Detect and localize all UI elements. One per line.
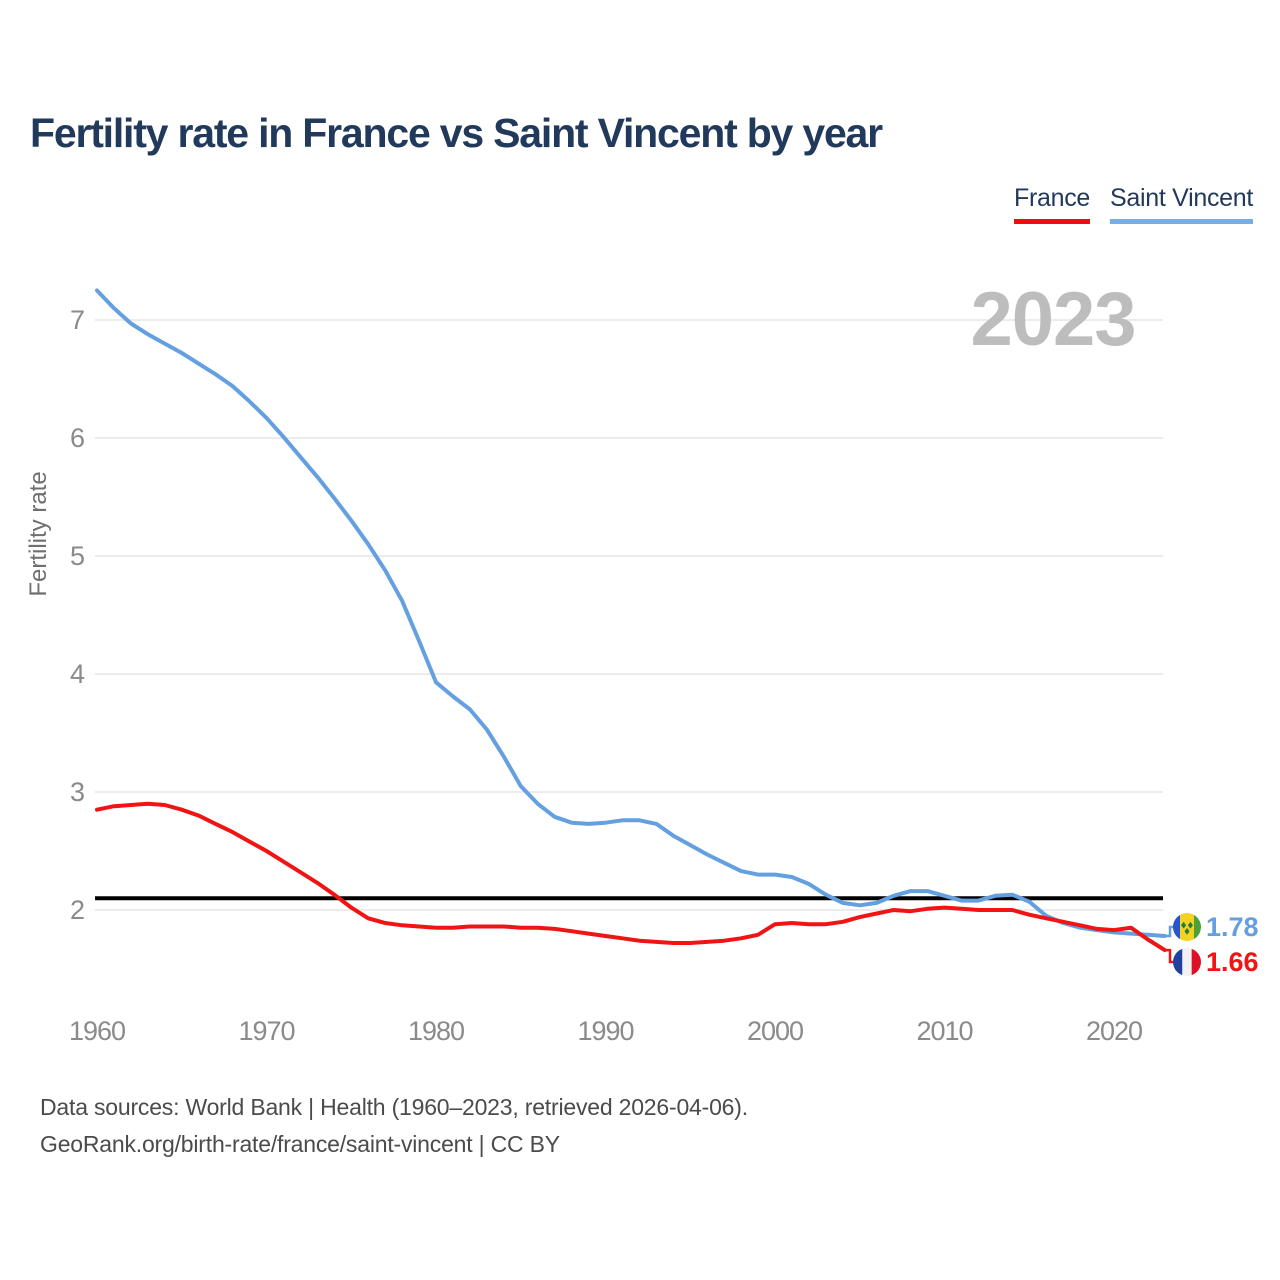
legend-label-france: France	[1014, 184, 1091, 212]
legend-label-saint-vincent: Saint Vincent	[1110, 184, 1253, 212]
flag-diamond	[1181, 921, 1187, 929]
x-tick-label: 1970	[238, 1016, 294, 1046]
gridlines: 2 3 4 5 6 7	[70, 305, 1163, 925]
y-tick-label: 6	[70, 423, 84, 453]
y-tick-label: 7	[70, 305, 84, 335]
y-tick-label: 3	[70, 777, 84, 807]
flag-band-green	[1194, 913, 1201, 941]
y-tick-label: 5	[70, 541, 84, 571]
chart-title: Fertility rate in France vs Saint Vincen…	[30, 110, 883, 156]
x-tick-label: 2020	[1086, 1016, 1142, 1046]
end-value-label-saint-vincent: 1.78	[1206, 912, 1259, 942]
end-connector-saint-vincent	[1164, 925, 1173, 938]
footer-url-line: GeoRank.org/birth-rate/france/saint-vinc…	[40, 1131, 560, 1157]
y-tick-label: 2	[70, 895, 84, 925]
legend-item-france[interactable]: France	[1014, 184, 1090, 224]
footer-source-line: Data sources: World Bank | Health (1960–…	[40, 1094, 748, 1120]
series-line-saint-vincent[interactable]	[95, 288, 1167, 938]
x-tick-label: 1990	[577, 1016, 633, 1046]
x-tick-label: 1960	[69, 1016, 125, 1046]
x-axis: 1960 1970 1980 1990 2000 2010 2020	[69, 1016, 1143, 1046]
flag-art	[1173, 948, 1201, 976]
watermark-year: 2023	[970, 277, 1135, 362]
y-axis-label: Fertility rate	[25, 471, 52, 596]
end-connector-france	[1164, 948, 1173, 964]
series-line-france[interactable]	[95, 801, 1167, 953]
saint-vincent-flag-icon	[1173, 913, 1201, 941]
legend: France Saint Vincent	[1014, 184, 1253, 224]
flag-band-blue	[1173, 948, 1183, 976]
flag-band-red	[1191, 948, 1201, 976]
footer: Data sources: World Bank | Health (1960–…	[40, 1089, 748, 1163]
flag-diamond	[1184, 928, 1190, 935]
end-value-label-france: 1.66	[1206, 947, 1259, 977]
flag-band-yellow	[1180, 913, 1194, 941]
legend-item-saint-vincent[interactable]: Saint Vincent	[1110, 184, 1253, 224]
y-tick-label: 4	[70, 659, 85, 689]
france-flag-icon	[1173, 948, 1201, 976]
flag-band-white	[1182, 948, 1192, 976]
flag-band-blue	[1173, 913, 1180, 941]
flag-diamond	[1187, 921, 1193, 929]
x-tick-label: 2010	[916, 1016, 972, 1046]
flag-art	[1173, 913, 1201, 941]
x-tick-label: 2000	[747, 1016, 803, 1046]
x-tick-label: 1980	[408, 1016, 464, 1046]
